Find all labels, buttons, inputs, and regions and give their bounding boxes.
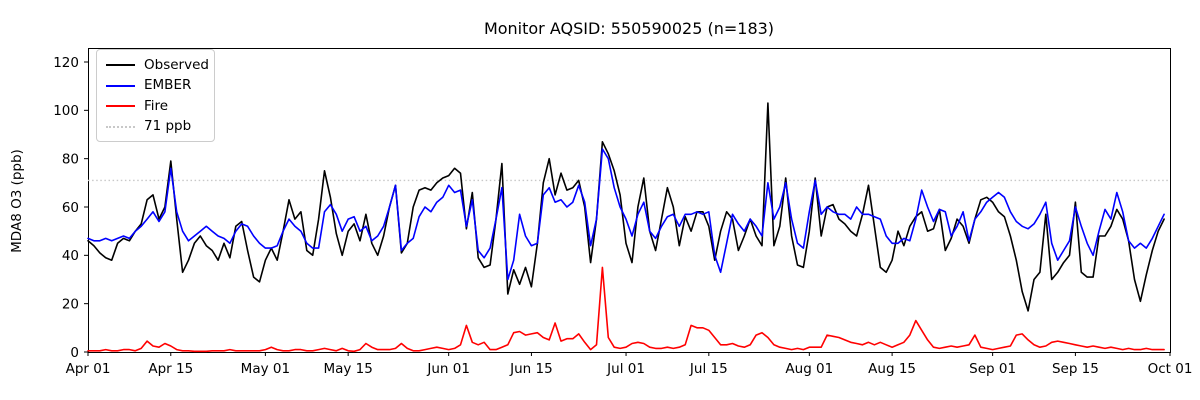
series-line-fire <box>87 266 1165 353</box>
legend-label: EMBER <box>144 77 192 93</box>
legend: Observed EMBER Fire 71 ppb <box>96 49 215 142</box>
x-tick-label: Jun 01 <box>426 361 470 377</box>
y-tick-label: 120 <box>53 55 79 71</box>
y-tick-label: 0 <box>70 345 79 361</box>
ember-line-icon <box>106 84 135 87</box>
x-tick-label: Jun 15 <box>509 361 553 377</box>
series-line-ember <box>87 148 1165 281</box>
x-tick-label: Aug 01 <box>785 361 833 377</box>
legend-item-ember: EMBER <box>97 76 214 97</box>
plot-border <box>88 48 1171 353</box>
x-tick-label: Jul 01 <box>606 361 645 377</box>
y-tick-label: 20 <box>62 296 79 312</box>
y-tick-label: 80 <box>62 151 79 167</box>
legend-item-observed: Observed <box>97 55 214 76</box>
x-tick-label: Apr 01 <box>66 361 111 377</box>
y-axis-label: MDA8 O3 (ppb) <box>9 149 25 253</box>
legend-item-fire: Fire <box>97 96 214 117</box>
x-tick-label: May 01 <box>241 361 290 377</box>
legend-label: 71 ppb <box>144 118 192 134</box>
series-line-observed <box>87 102 1165 312</box>
x-tick-label: Apr 15 <box>148 361 193 377</box>
x-tick-label: Oct 01 <box>1148 361 1193 377</box>
fire-line-icon <box>106 105 135 108</box>
observed-line-icon <box>106 64 135 67</box>
legend-label: Fire <box>144 97 169 114</box>
legend-item-threshold: 71 ppb <box>97 117 214 138</box>
legend-label: Observed <box>144 56 209 73</box>
x-tick-label: Jul 15 <box>689 361 728 377</box>
threshold-line-icon <box>106 125 135 128</box>
chart-title: Monitor AQSID: 550590025 (n=183) <box>483 19 775 38</box>
x-tick-label: Sep 15 <box>1052 361 1099 377</box>
y-tick-label: 40 <box>62 248 79 264</box>
x-tick-label: Aug 15 <box>868 361 916 377</box>
y-tick-label: 60 <box>62 200 79 216</box>
y-tick-label: 100 <box>53 103 79 119</box>
x-tick-label: May 15 <box>323 361 372 377</box>
x-tick-label: Sep 01 <box>969 361 1016 377</box>
